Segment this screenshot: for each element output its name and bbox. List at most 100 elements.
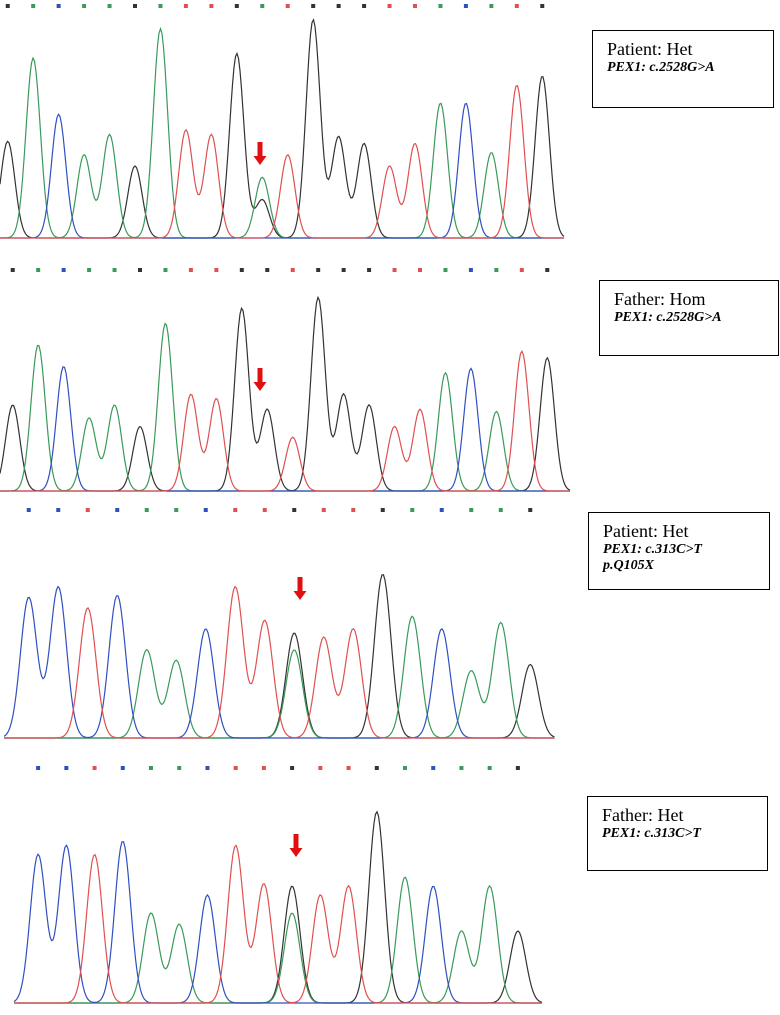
- base-call: [469, 508, 474, 512]
- base-call: [292, 508, 297, 512]
- base-call: [183, 4, 188, 8]
- base-call: [290, 268, 295, 272]
- base-call: [174, 508, 179, 512]
- base-call: [10, 268, 15, 272]
- base-call: [234, 4, 239, 8]
- base-call: [387, 4, 392, 8]
- base-call: [439, 508, 444, 512]
- arrow: [253, 142, 267, 165]
- base-call: [514, 4, 519, 8]
- trace: [4, 615, 555, 739]
- sample-label: Patient: Het: [603, 521, 689, 541]
- base-call: [418, 268, 422, 272]
- base-call: [5, 4, 10, 8]
- variant-label: PEX1: c.313C>T: [603, 542, 702, 557]
- trace: [3, 585, 555, 739]
- arrow: [293, 577, 307, 600]
- base-call: [438, 4, 443, 8]
- base-call: [265, 268, 270, 272]
- arrow: [289, 834, 303, 857]
- base-call: [115, 508, 120, 512]
- trace: [14, 876, 542, 1004]
- base-call: [261, 766, 266, 770]
- base-call: [443, 268, 448, 272]
- trace: [0, 102, 564, 239]
- base-call: [336, 4, 341, 8]
- base-call: [82, 4, 87, 8]
- base-call: [321, 508, 326, 512]
- base-call: [205, 766, 210, 770]
- base-call: [144, 508, 149, 512]
- trace: [14, 810, 543, 1004]
- base-call: [163, 268, 168, 272]
- base-call: [468, 268, 473, 272]
- variant-label: p.Q105X: [603, 558, 654, 573]
- sample-label: Patient: Het: [607, 39, 693, 59]
- base-call: [489, 4, 494, 8]
- base-call: [487, 766, 492, 770]
- base-call: [494, 268, 499, 272]
- base-call: [64, 766, 69, 770]
- base-call: [367, 268, 372, 272]
- base-call: [214, 268, 219, 272]
- base-call: [31, 4, 36, 8]
- base-call: [346, 766, 351, 770]
- trace: [0, 26, 564, 239]
- base-call: [410, 508, 415, 512]
- base-call: [56, 508, 61, 512]
- base-call: [188, 268, 193, 272]
- trace: [0, 349, 570, 492]
- base-call: [133, 4, 137, 8]
- base-call: [290, 766, 295, 770]
- base-call: [233, 508, 238, 512]
- base-call: [61, 268, 66, 272]
- base-call: [112, 268, 117, 272]
- base-call: [431, 766, 436, 770]
- base-call: [316, 268, 321, 272]
- base-call: [528, 508, 533, 512]
- base-call: [158, 4, 163, 8]
- base-call: [403, 766, 407, 770]
- base-call: [85, 508, 90, 512]
- base-call: [515, 766, 520, 770]
- base-call: [120, 766, 125, 770]
- trace: [14, 844, 542, 1004]
- variant-label: PEX1: c.2528G>A: [607, 60, 715, 75]
- base-call: [262, 508, 267, 512]
- base-call: [87, 268, 92, 272]
- base-call: [138, 268, 142, 272]
- sample-label: Father: Hom: [614, 289, 706, 309]
- base-call: [545, 268, 550, 272]
- base-call: [341, 268, 346, 272]
- label-box: Patient: Het PEX1: c.313C>T p.Q105X: [588, 512, 770, 590]
- base-call: [239, 268, 244, 272]
- base-call: [318, 766, 323, 770]
- base-call: [36, 268, 41, 272]
- base-call: [203, 508, 208, 512]
- arrow: [253, 368, 267, 391]
- base-call: [149, 766, 153, 770]
- trace: [0, 18, 565, 239]
- trace: [0, 322, 570, 492]
- base-call: [498, 508, 503, 512]
- trace: [0, 84, 564, 239]
- base-call: [260, 4, 265, 8]
- sample-label: Father: Het: [602, 805, 684, 825]
- base-call: [463, 4, 468, 8]
- base-call: [209, 4, 214, 8]
- base-call: [26, 508, 31, 512]
- base-call: [380, 508, 385, 512]
- base-call: [92, 766, 97, 770]
- base-call: [362, 4, 367, 8]
- base-call: [311, 4, 316, 8]
- base-call: [285, 4, 290, 8]
- base-call: [177, 766, 182, 770]
- variant-label: PEX1: c.2528G>A: [614, 310, 722, 325]
- variant-label: PEX1: c.313C>T: [602, 826, 701, 841]
- label-box: Father: Hom PEX1: c.2528G>A: [599, 280, 779, 356]
- base-call: [36, 766, 41, 770]
- trace: [13, 841, 542, 1004]
- base-call: [413, 4, 417, 8]
